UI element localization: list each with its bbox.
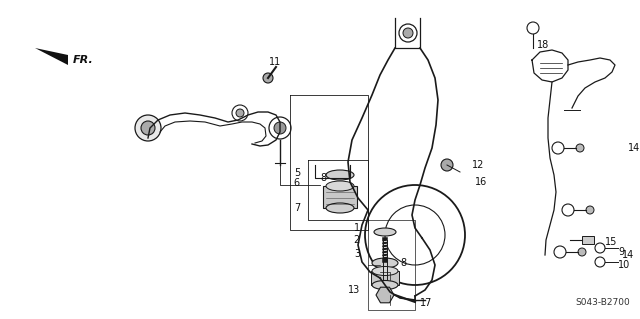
Text: 1: 1 (354, 223, 360, 233)
Text: 16: 16 (475, 177, 487, 187)
Ellipse shape (374, 228, 396, 236)
Circle shape (135, 115, 161, 141)
Text: 12: 12 (472, 160, 484, 170)
Text: 18: 18 (537, 40, 549, 50)
Ellipse shape (372, 258, 398, 268)
Text: 14: 14 (622, 250, 634, 260)
Text: 13: 13 (348, 285, 360, 295)
Ellipse shape (372, 266, 398, 276)
Circle shape (576, 144, 584, 152)
Ellipse shape (326, 181, 354, 191)
Text: 9: 9 (618, 247, 624, 257)
Text: S043-B2700: S043-B2700 (575, 298, 630, 307)
Circle shape (441, 159, 453, 171)
Text: 3: 3 (354, 249, 360, 259)
Text: 8: 8 (320, 173, 326, 183)
Text: 7: 7 (294, 203, 300, 213)
Circle shape (236, 109, 244, 117)
Bar (371, 271, 399, 285)
Polygon shape (35, 48, 68, 65)
Circle shape (263, 73, 273, 83)
Text: 6: 6 (294, 178, 300, 188)
Ellipse shape (326, 203, 354, 213)
Circle shape (141, 121, 155, 135)
Text: 2: 2 (354, 235, 360, 245)
Circle shape (274, 122, 286, 134)
Text: 11: 11 (269, 57, 281, 67)
Text: 17: 17 (420, 298, 433, 308)
Circle shape (403, 28, 413, 38)
Text: 10: 10 (618, 260, 630, 270)
Text: 8: 8 (400, 258, 406, 268)
Text: 15: 15 (605, 237, 618, 247)
Bar (582, 236, 594, 244)
Circle shape (586, 206, 594, 214)
Text: 5: 5 (294, 168, 300, 178)
Ellipse shape (326, 170, 354, 180)
Text: 14: 14 (628, 143, 640, 153)
Circle shape (578, 248, 586, 256)
Ellipse shape (372, 280, 398, 290)
Bar (323, 186, 357, 208)
Text: FR.: FR. (73, 55, 93, 65)
